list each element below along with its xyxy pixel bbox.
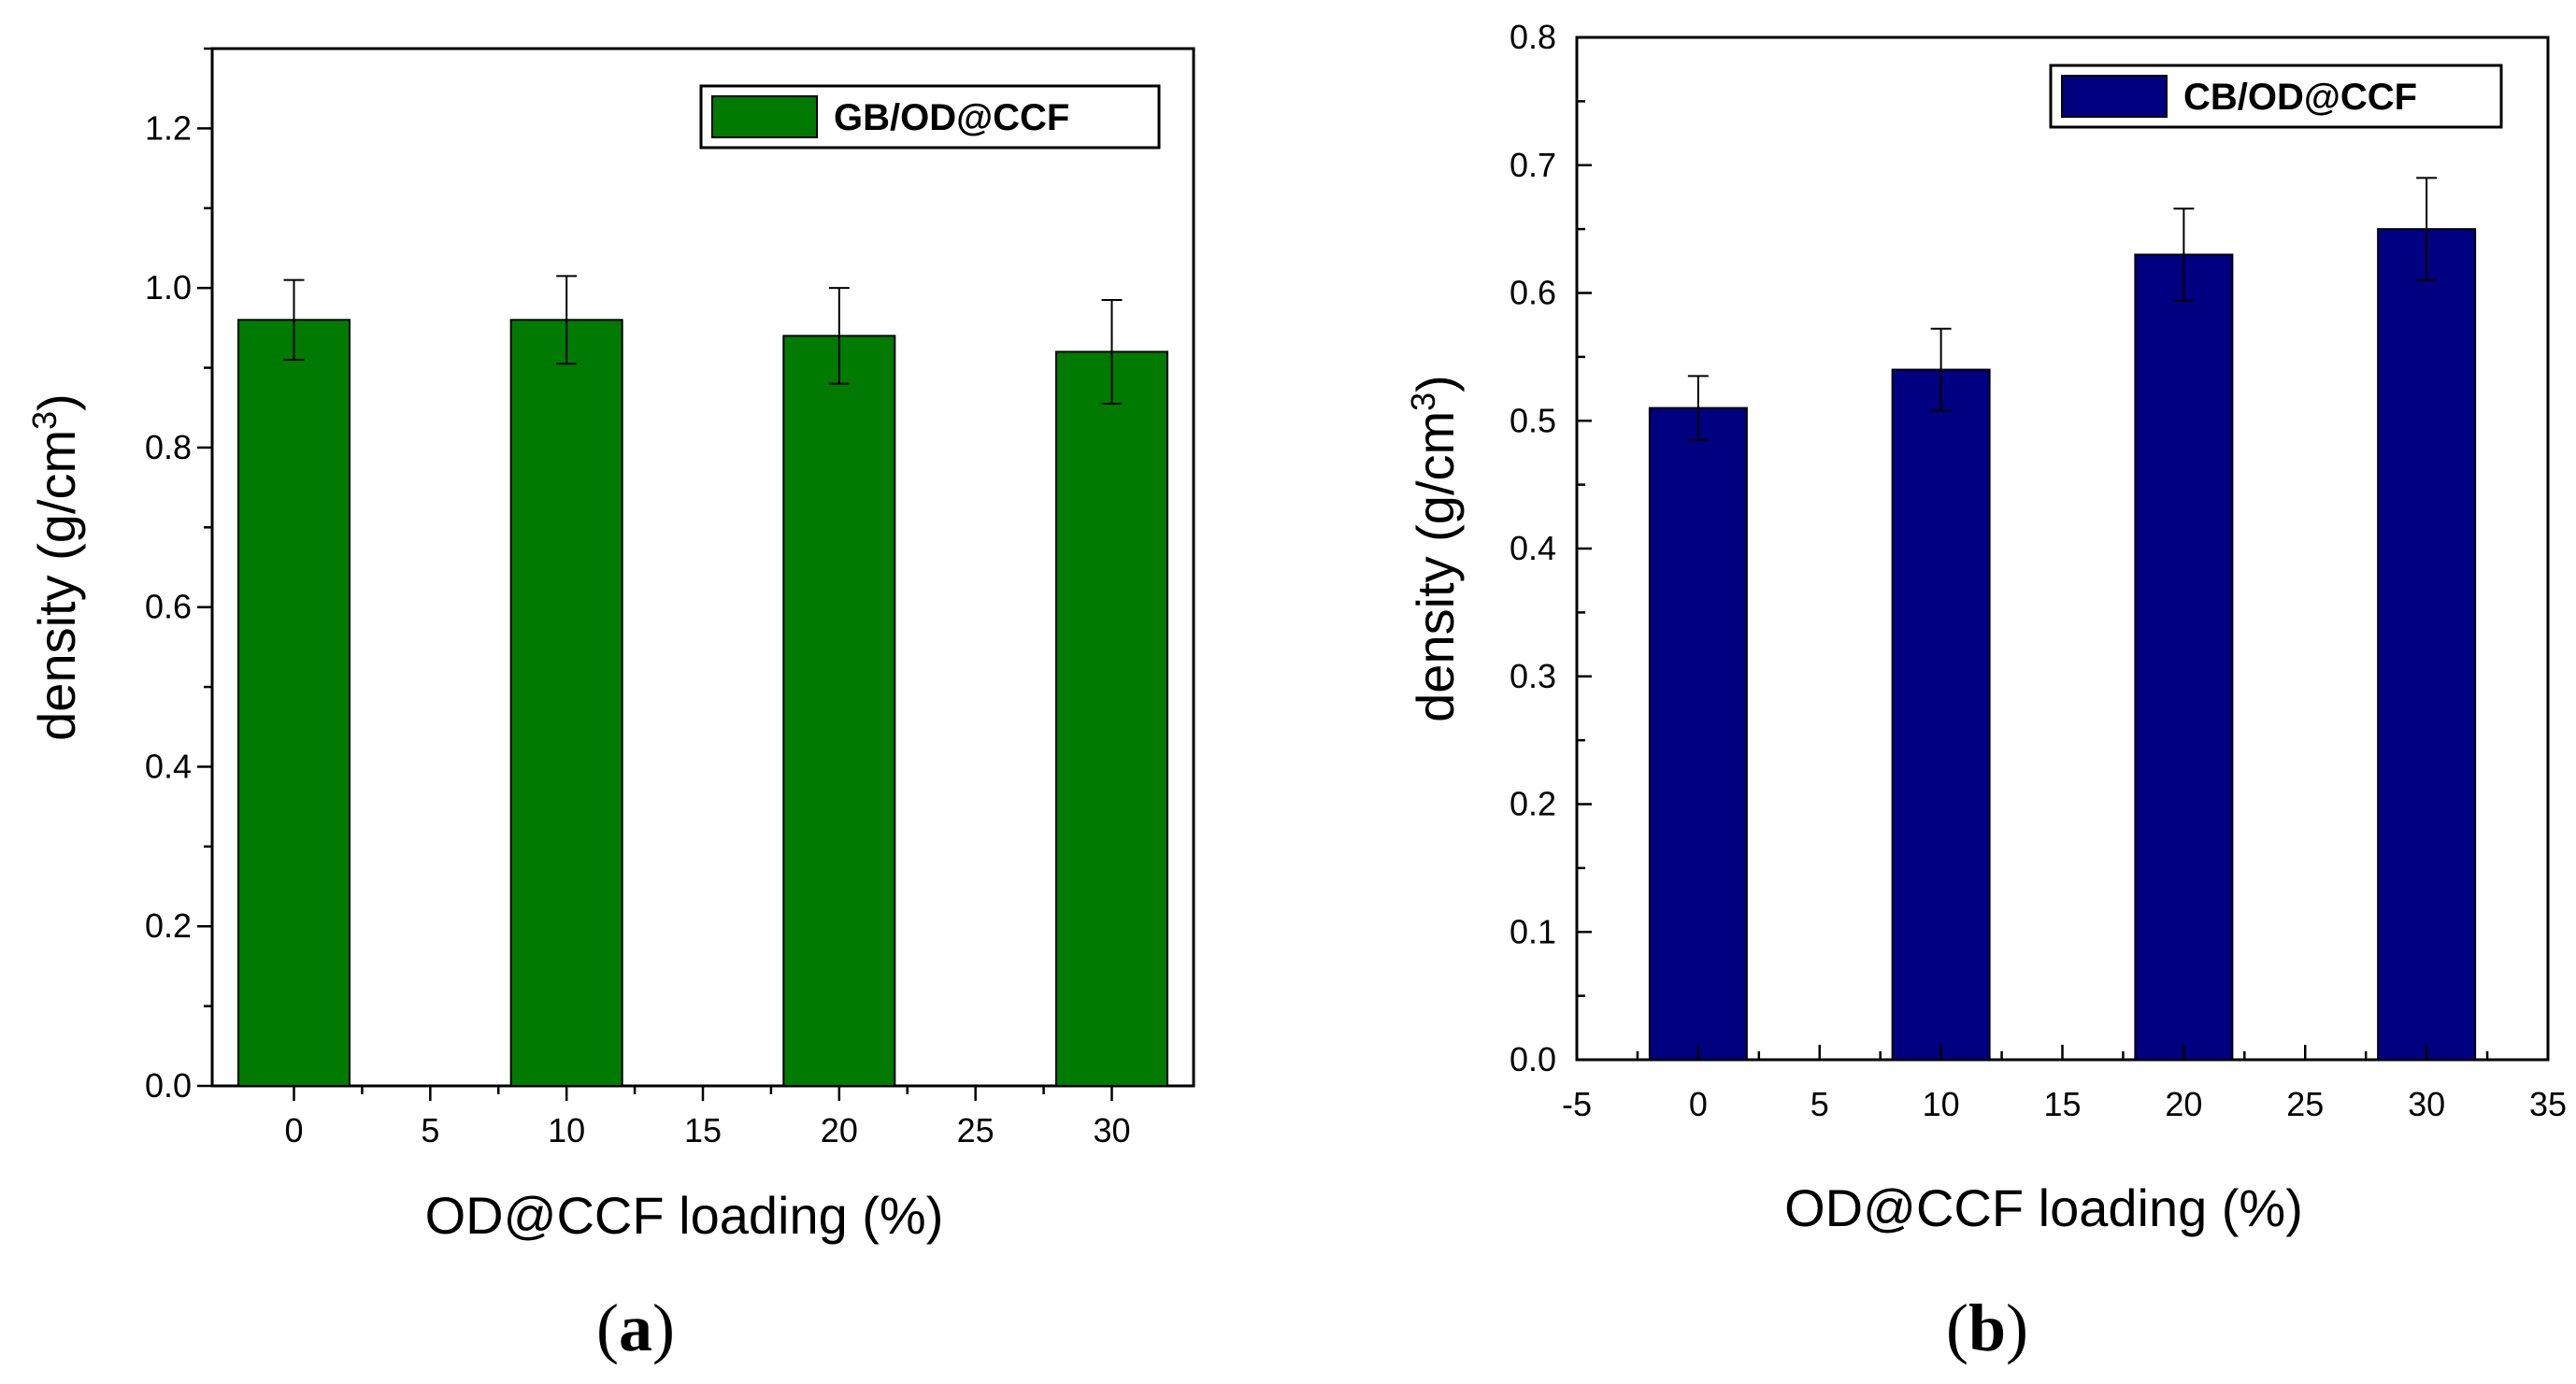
y-tick-label: 0.3 — [1510, 657, 1556, 695]
bar — [2377, 228, 2477, 1061]
x-tick-label: 30 — [2408, 1085, 2445, 1123]
x-tick-label: -5 — [1562, 1085, 1592, 1123]
y-axis-title: density (g/cm3) — [1404, 375, 1466, 722]
bar — [1055, 350, 1168, 1087]
y-tick-label: 0.8 — [145, 428, 192, 466]
chart-a: 0.0 0.2 0.4 0.6 0.8 1.0 1.2 0 5 10 15 20 25 30 OD@CCF … — [25, 47, 1195, 1365]
y-axis-title: density (g/cm3) — [25, 393, 87, 741]
x-tick-label: 15 — [684, 1111, 722, 1149]
y-tick-label: 0.5 — [1510, 401, 1556, 439]
y-tick-label: 1.2 — [145, 108, 192, 147]
y-tick-label: 0.4 — [145, 747, 192, 785]
bar — [2134, 253, 2234, 1062]
chart-b: 0.0 0.1 0.2 0.3 0.4 0.5 0.6 0.7 0.8 -5 0 5 10 15 20 25 3… — [1404, 18, 2568, 1365]
y-tick-label: 0.6 — [145, 588, 192, 626]
y-tick-label: 0.2 — [145, 906, 192, 945]
legend-swatch — [2061, 75, 2168, 118]
x-tick-label: 20 — [821, 1111, 858, 1149]
y-tick-label: 0.1 — [1510, 912, 1556, 950]
y-tick-label: 0.6 — [1510, 274, 1556, 312]
bar — [1891, 368, 1991, 1061]
y-tick-label: 0.0 — [1510, 1040, 1556, 1078]
x-axis-title: OD@CCF loading (%) — [425, 1186, 944, 1245]
x-axis-title: OD@CCF loading (%) — [1784, 1178, 2303, 1237]
panel-label: (a) — [596, 1291, 675, 1365]
legend-label: GB/OD@CCF — [834, 97, 1069, 138]
bar — [1648, 407, 1748, 1061]
y-tick-label: 0.2 — [1510, 785, 1556, 823]
bar — [237, 319, 351, 1087]
x-tick-label: 0 — [1689, 1085, 1708, 1123]
plot-frame — [210, 47, 1195, 1088]
x-tick-label: 5 — [421, 1111, 439, 1149]
legend-label: CB/OD@CCF — [2183, 77, 2417, 118]
x-tick-label: 10 — [1923, 1085, 1960, 1123]
legend-swatch — [711, 95, 818, 138]
bar — [782, 335, 896, 1087]
x-tick-label: 35 — [2529, 1085, 2567, 1123]
x-tick-label: 15 — [2043, 1085, 2081, 1123]
x-tick-label: 25 — [957, 1111, 995, 1149]
panel-label: (b) — [1946, 1291, 2028, 1365]
x-tick-label: 5 — [1810, 1085, 1829, 1123]
x-tick-label: 25 — [2286, 1085, 2324, 1123]
y-tick-label: 0.0 — [145, 1066, 192, 1105]
y-tick-label: 1.0 — [145, 268, 192, 307]
bar — [509, 319, 623, 1087]
x-tick-label: 30 — [1093, 1111, 1130, 1149]
x-tick-label: 20 — [2165, 1085, 2202, 1123]
x-tick-label: 0 — [284, 1111, 303, 1149]
y-tick-label: 0.7 — [1510, 146, 1556, 184]
x-tick-label: 10 — [548, 1111, 585, 1149]
y-tick-label: 0.4 — [1510, 529, 1556, 567]
y-tick-label: 0.8 — [1510, 18, 1556, 56]
